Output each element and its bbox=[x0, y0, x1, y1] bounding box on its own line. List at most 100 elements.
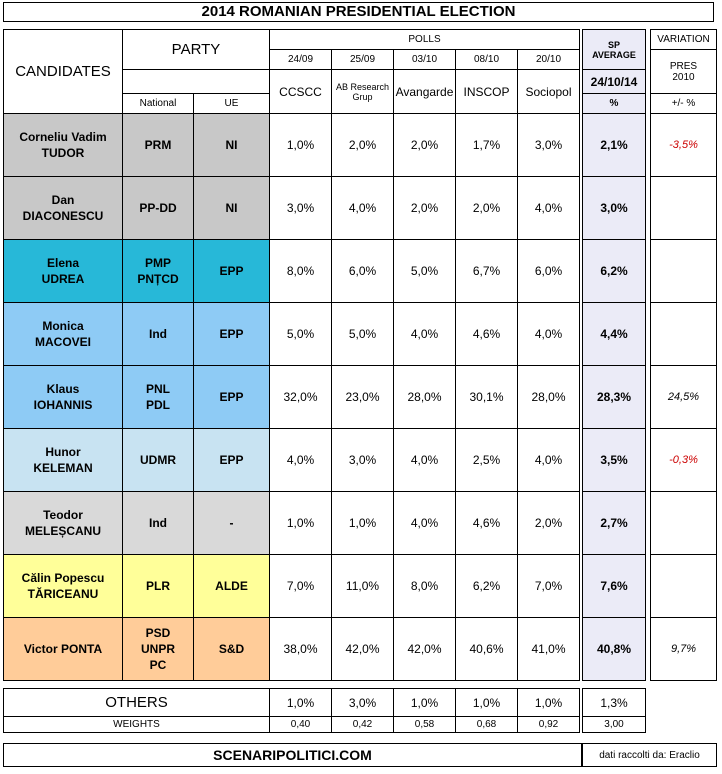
candidate-name: Hunor KELEMAN bbox=[3, 428, 123, 492]
national-party-line: PRM bbox=[144, 138, 172, 152]
candidate-row: Teodor MELEȘCANU Ind -1,0% 1,0% 4,0% 4,6% 2,0% bbox=[3, 491, 580, 555]
poll-value: 28,0% bbox=[393, 365, 456, 429]
average-table: SP AVERAGE 24/10/14 % 2,1% 3,0% 6,2% 4,4% 28… bbox=[582, 29, 646, 681]
others-poll-value: 1,0% bbox=[269, 688, 332, 717]
candidate-last-name: IOHANNIS bbox=[33, 398, 93, 412]
variation-value bbox=[650, 176, 717, 240]
eu-party: EPP bbox=[193, 428, 270, 492]
others-table: OTHERS 1,0% 3,0% 1,0% 1,0% 1,0% WEIGHTS 0,40… bbox=[3, 688, 580, 733]
national-party-line: UNPR bbox=[140, 642, 175, 656]
poll-value: 2,0% bbox=[455, 176, 518, 240]
pres-header: PRES 2010 bbox=[650, 49, 717, 94]
national-party-line: PSD bbox=[145, 626, 171, 640]
candidate-first-name: Călin Popescu bbox=[21, 571, 105, 585]
average-value: 7,6% bbox=[582, 554, 646, 618]
others-poll-value: 1,0% bbox=[455, 688, 518, 717]
poll-date: 20/10 bbox=[517, 49, 580, 70]
candidate-row: Corneliu Vadim TUDOR PRM NI 1,0% 2,0% 2,0% 1,7%… bbox=[3, 113, 580, 177]
candidate-first-name: Elena bbox=[46, 256, 79, 270]
national-party: PRM bbox=[122, 113, 194, 177]
weight-value: 0,42 bbox=[331, 716, 394, 733]
footer: SCENARIPOLITICI.COM bbox=[3, 743, 582, 767]
poll-value: 6,2% bbox=[455, 554, 518, 618]
variation-value: -3,5% bbox=[650, 113, 717, 177]
poll-value: 4,0% bbox=[393, 302, 456, 366]
credit-text: dati raccolti da: Eraclio bbox=[582, 743, 717, 767]
average-unit: % bbox=[582, 93, 646, 114]
national-party: PP-DD bbox=[122, 176, 194, 240]
poll-value: 5,0% bbox=[269, 302, 332, 366]
poll-value: 11,0% bbox=[331, 554, 394, 618]
poll-value: 4,0% bbox=[331, 176, 394, 240]
others-poll-value: 1,0% bbox=[517, 688, 580, 717]
average-value: 6,2% bbox=[582, 239, 646, 303]
national-party-line: PP-DD bbox=[139, 201, 177, 215]
average-value: 2,1% bbox=[582, 113, 646, 177]
poll-value: 6,0% bbox=[517, 239, 580, 303]
pres-label: PRES bbox=[669, 60, 698, 72]
candidate-name: Călin Popescu TĂRICEANU bbox=[3, 554, 123, 618]
page-title: 2014 ROMANIAN PRESIDENTIAL ELECTION bbox=[3, 2, 714, 22]
candidate-name: Corneliu Vadim TUDOR bbox=[3, 113, 123, 177]
poll-value: 2,0% bbox=[331, 113, 394, 177]
candidate-last-name: KELEMAN bbox=[33, 461, 93, 475]
variation-value bbox=[650, 239, 717, 303]
candidate-last-name: MELEȘCANU bbox=[24, 524, 101, 538]
site-name: SCENARIPOLITICI.COM bbox=[3, 743, 582, 767]
credit-box: dati raccolti da: Eraclio bbox=[582, 743, 717, 767]
candidate-first-name: Klaus bbox=[46, 382, 80, 396]
poll-value: 32,0% bbox=[269, 365, 332, 429]
poll-value: 4,0% bbox=[269, 428, 332, 492]
poll-value: 2,5% bbox=[455, 428, 518, 492]
candidate-name: Monica MACOVEI bbox=[3, 302, 123, 366]
others-average: 1,3% bbox=[582, 688, 646, 717]
national-party: Ind bbox=[122, 302, 194, 366]
sp-average-header: SP AVERAGE bbox=[582, 29, 646, 70]
poll-value: 6,7% bbox=[455, 239, 518, 303]
average-value: 28,3% bbox=[582, 365, 646, 429]
candidate-first-name: Monica bbox=[42, 319, 84, 333]
national-party-line: PMP bbox=[144, 256, 171, 270]
variation-value: 9,7% bbox=[650, 617, 717, 681]
poll-value: 4,0% bbox=[393, 491, 456, 555]
candidate-first-name: Corneliu Vadim bbox=[19, 130, 107, 144]
weight-value: 0,92 bbox=[517, 716, 580, 733]
poll-value: 40,6% bbox=[455, 617, 518, 681]
national-party-line: PNȚCD bbox=[137, 272, 179, 286]
poll-value: 7,0% bbox=[269, 554, 332, 618]
weight-value: 0,40 bbox=[269, 716, 332, 733]
eu-party: EPP bbox=[193, 365, 270, 429]
candidate-name: Dan DIACONESCU bbox=[3, 176, 123, 240]
poll-value: 4,0% bbox=[517, 428, 580, 492]
candidate-row: Elena UDREA PMP PNȚCD EPP 8,0% 6,0% 5,0% 6,7% 6,0… bbox=[3, 239, 580, 303]
average-label: AVERAGE bbox=[592, 49, 636, 60]
weight-value: 0,58 bbox=[393, 716, 456, 733]
poll-value: 8,0% bbox=[393, 554, 456, 618]
poll-value: 3,0% bbox=[517, 113, 580, 177]
candidate-name: Teodor MELEȘCANU bbox=[3, 491, 123, 555]
national-party: UDMR bbox=[122, 428, 194, 492]
variation-value: -0,3% bbox=[650, 428, 717, 492]
eu-party: EPP bbox=[193, 239, 270, 303]
poll-value: 41,0% bbox=[517, 617, 580, 681]
national-party: PNL PDL bbox=[122, 365, 194, 429]
pres-year: 2010 bbox=[672, 71, 695, 83]
candidate-first-name: Dan bbox=[51, 193, 75, 207]
candidate-last-name: UDREA bbox=[41, 272, 85, 286]
national-party-line: PLR bbox=[146, 579, 170, 593]
poll-date: 24/09 bbox=[269, 49, 332, 70]
poll-value: 1,7% bbox=[455, 113, 518, 177]
poll-value: 6,0% bbox=[331, 239, 394, 303]
variation-unit: +/- % bbox=[650, 93, 717, 114]
poll-value: 28,0% bbox=[517, 365, 580, 429]
poll-value: 2,0% bbox=[517, 491, 580, 555]
eu-party: NI bbox=[193, 113, 270, 177]
candidate-row: Dan DIACONESCU PP-DD NI 3,0% 4,0% 2,0% 2,0% 4,0% bbox=[3, 176, 580, 240]
average-value: 40,8% bbox=[582, 617, 646, 681]
national-party-line: PDL bbox=[146, 398, 170, 412]
average-value: 3,0% bbox=[582, 176, 646, 240]
national-party: Ind bbox=[122, 491, 194, 555]
candidate-row: Călin Popescu TĂRICEANU PLR ALDE 7,0% 11,0% 8,… bbox=[3, 554, 580, 618]
national-party-line: Ind bbox=[149, 516, 167, 530]
candidate-first-name: Teodor bbox=[43, 508, 83, 522]
